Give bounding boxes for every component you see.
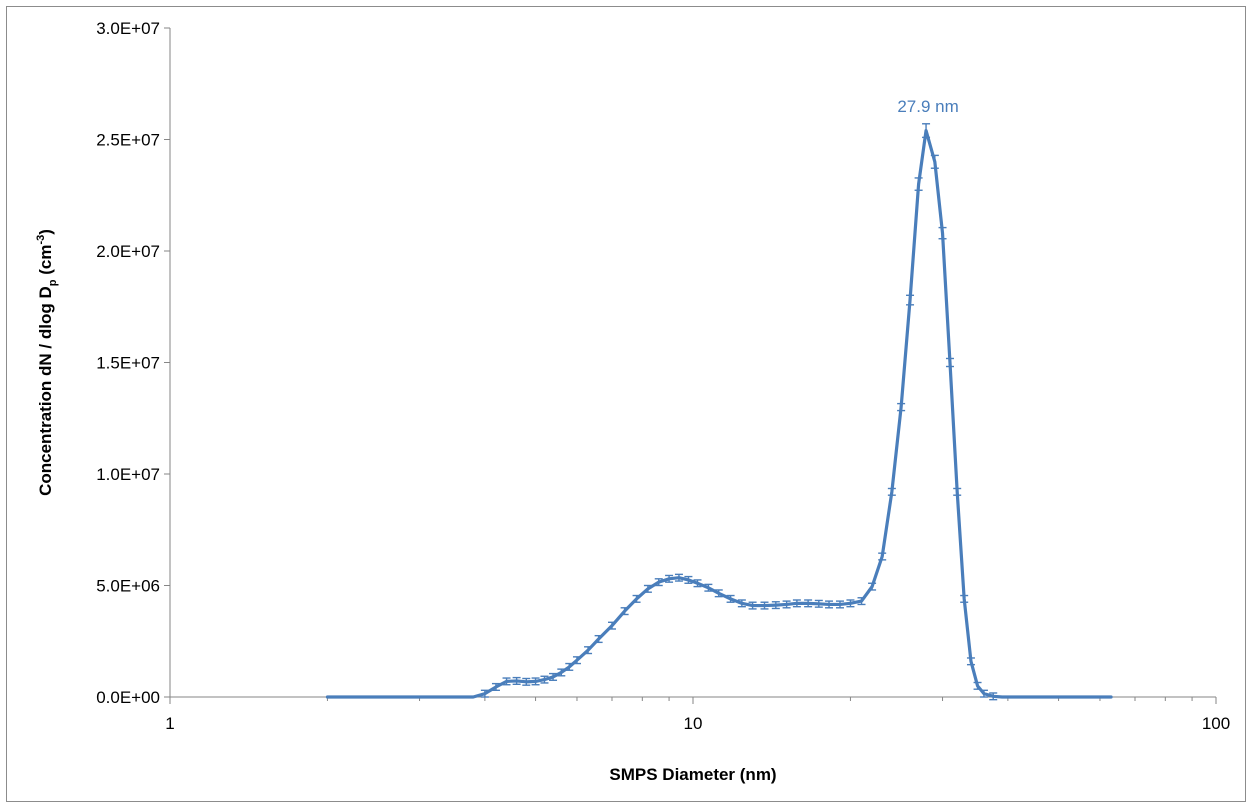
y-tick-label: 1.5E+07	[96, 354, 160, 373]
error-bars	[480, 123, 998, 701]
y-axis-title-superscript: -3	[35, 235, 47, 245]
chart-area	[6, 6, 1246, 802]
peak-annotation: 27.9 nm	[897, 97, 958, 116]
y-axis-title-subscript: p	[47, 279, 59, 286]
y-tick-label: 5.0E+06	[96, 577, 160, 596]
x-tick-label: 10	[684, 714, 703, 733]
y-tick-label: 3.0E+07	[96, 19, 160, 38]
series-line	[325, 128, 1113, 699]
y-tick-label: 1.0E+07	[96, 465, 160, 484]
y-ticks: 0.0E+00 5.0E+06 1.0E+07 1.5E+07 2.0E+07 2.5E+…	[96, 19, 170, 707]
y-axis-title-unit-open: (cm	[36, 245, 55, 280]
annotations: 27.9 nm	[897, 97, 958, 116]
x-ticks: 1 10 100	[165, 697, 1230, 733]
y-axis-title-main: Concentration dN / dlog D	[36, 286, 55, 496]
y-axis-title-unit-close: )	[36, 229, 55, 235]
y-axis-title: Concentration dN / dlog Dp (cm-3)	[35, 229, 59, 496]
axes	[169, 28, 1216, 698]
x-axis-title: SMPS Diameter (nm)	[609, 765, 776, 784]
y-tick-label: 0.0E+00	[96, 688, 160, 707]
x-tick-label: 1	[165, 714, 174, 733]
x-tick-label: 100	[1202, 714, 1230, 733]
y-tick-label: 2.0E+07	[96, 242, 160, 261]
y-tick-label: 2.5E+07	[96, 131, 160, 150]
